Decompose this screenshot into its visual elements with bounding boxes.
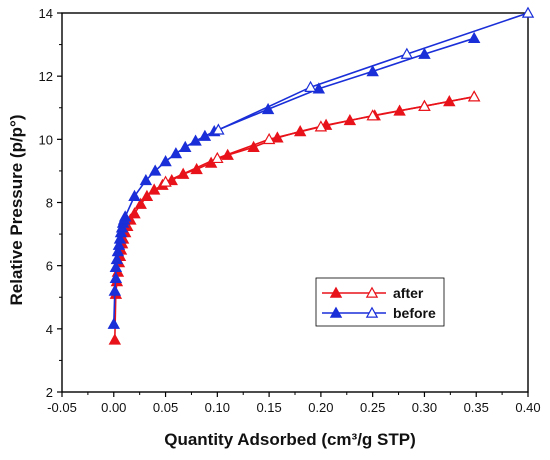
- after-desorption-point: [211, 151, 224, 164]
- x-axis: -0.05 0.00 0.05 0.10 0.15 0.20 0.25 0.30 0.35 0.4…: [47, 392, 541, 415]
- before-adsorption-point: [113, 232, 127, 244]
- x-tick-label: 0.30: [412, 400, 437, 415]
- before-adsorption-point: [118, 210, 132, 222]
- x-tick-label: 0.10: [205, 400, 230, 415]
- before-adsorption-point: [467, 31, 481, 44]
- y-tick-label: 14: [39, 6, 53, 21]
- y-axis: 2 4 6 8 10 12 14: [39, 6, 62, 400]
- before-adsorption-point: [139, 173, 153, 186]
- before-adsorption-point: [148, 164, 162, 176]
- before-adsorption-point: [366, 64, 379, 77]
- before-adsorption-point: [128, 189, 141, 201]
- series-layer: [107, 6, 535, 345]
- before-adsorption-point: [159, 155, 172, 167]
- before-desorption-line: [218, 12, 529, 131]
- before-adsorption-point: [110, 252, 124, 265]
- before-adsorption-point: [179, 140, 192, 152]
- after-adsorption-point: [176, 167, 190, 179]
- after-desorption-point: [418, 99, 431, 111]
- before-adsorption-point: [111, 245, 125, 257]
- before-adsorption-point: [418, 47, 431, 59]
- after-desorption-point: [262, 132, 276, 145]
- before-adsorption-point: [109, 260, 123, 273]
- after-adsorption-point: [343, 113, 357, 126]
- after-adsorption-point: [108, 333, 122, 345]
- after-desorption-point: [314, 120, 328, 132]
- before-adsorption-point: [189, 134, 202, 146]
- before-desorption-point: [212, 123, 225, 135]
- after-adsorption-point: [271, 131, 284, 143]
- legend-marker-open-after: [365, 286, 379, 298]
- before-desorption-point: [304, 80, 317, 92]
- before-adsorption-point: [198, 129, 212, 141]
- before-adsorption-point: [312, 82, 326, 94]
- x-tick-label: 0.40: [515, 400, 540, 415]
- before-adsorption-point: [261, 102, 275, 115]
- before-adsorption-point: [112, 238, 126, 250]
- before-adsorption-point: [169, 147, 183, 159]
- before-adsorption-point: [109, 271, 123, 284]
- x-tick-label: 0.15: [256, 400, 281, 415]
- legend-marker-open-before: [365, 306, 379, 318]
- y-tick-label: 2: [46, 385, 53, 400]
- legend-marker-filled-before: [329, 306, 343, 318]
- legend-label-before: before: [393, 305, 436, 321]
- after-adsorption-point: [443, 94, 456, 107]
- before-adsorption-point: [108, 284, 122, 296]
- x-tick-label: 0.35: [464, 400, 489, 415]
- y-tick-label: 4: [46, 322, 53, 337]
- x-tick-label: 0.20: [308, 400, 333, 415]
- x-tick-label: 0.25: [360, 400, 385, 415]
- before-adsorption-point: [107, 317, 120, 329]
- y-tick-label: 10: [39, 132, 53, 147]
- y-axis-title: Relative Pressure (p/p°): [7, 114, 26, 305]
- after-adsorption-point: [134, 197, 147, 209]
- after-desorption-point: [159, 175, 172, 187]
- after-desorption-point: [467, 90, 481, 102]
- y-tick-label: 8: [46, 196, 53, 211]
- before-desorption-point: [400, 47, 414, 59]
- before-desorption-point: [521, 6, 535, 18]
- x-tick-label: 0.00: [101, 400, 126, 415]
- x-tick-label: 0.05: [153, 400, 178, 415]
- after-adsorption-point: [247, 140, 260, 152]
- y-tick-label: 12: [39, 69, 53, 84]
- after-adsorption-point: [140, 189, 154, 201]
- legend-box: [315, 277, 445, 327]
- x-axis-title: Quantity Adsorbed (cm³/g STP): [164, 430, 416, 449]
- after-adsorption-point: [128, 207, 141, 219]
- legend-marker-filled-after: [329, 286, 343, 298]
- after-adsorption-point: [190, 162, 203, 175]
- after-adsorption-point: [221, 148, 234, 160]
- legend: after before: [315, 277, 445, 327]
- series-before: [107, 6, 535, 329]
- after-desorption-point: [366, 109, 379, 121]
- after-adsorption-point: [393, 104, 406, 116]
- x-tick-label: -0.05: [47, 400, 77, 415]
- after-adsorption-point: [293, 125, 307, 137]
- y-tick-label: 6: [46, 259, 53, 274]
- legend-label-after: after: [393, 285, 424, 301]
